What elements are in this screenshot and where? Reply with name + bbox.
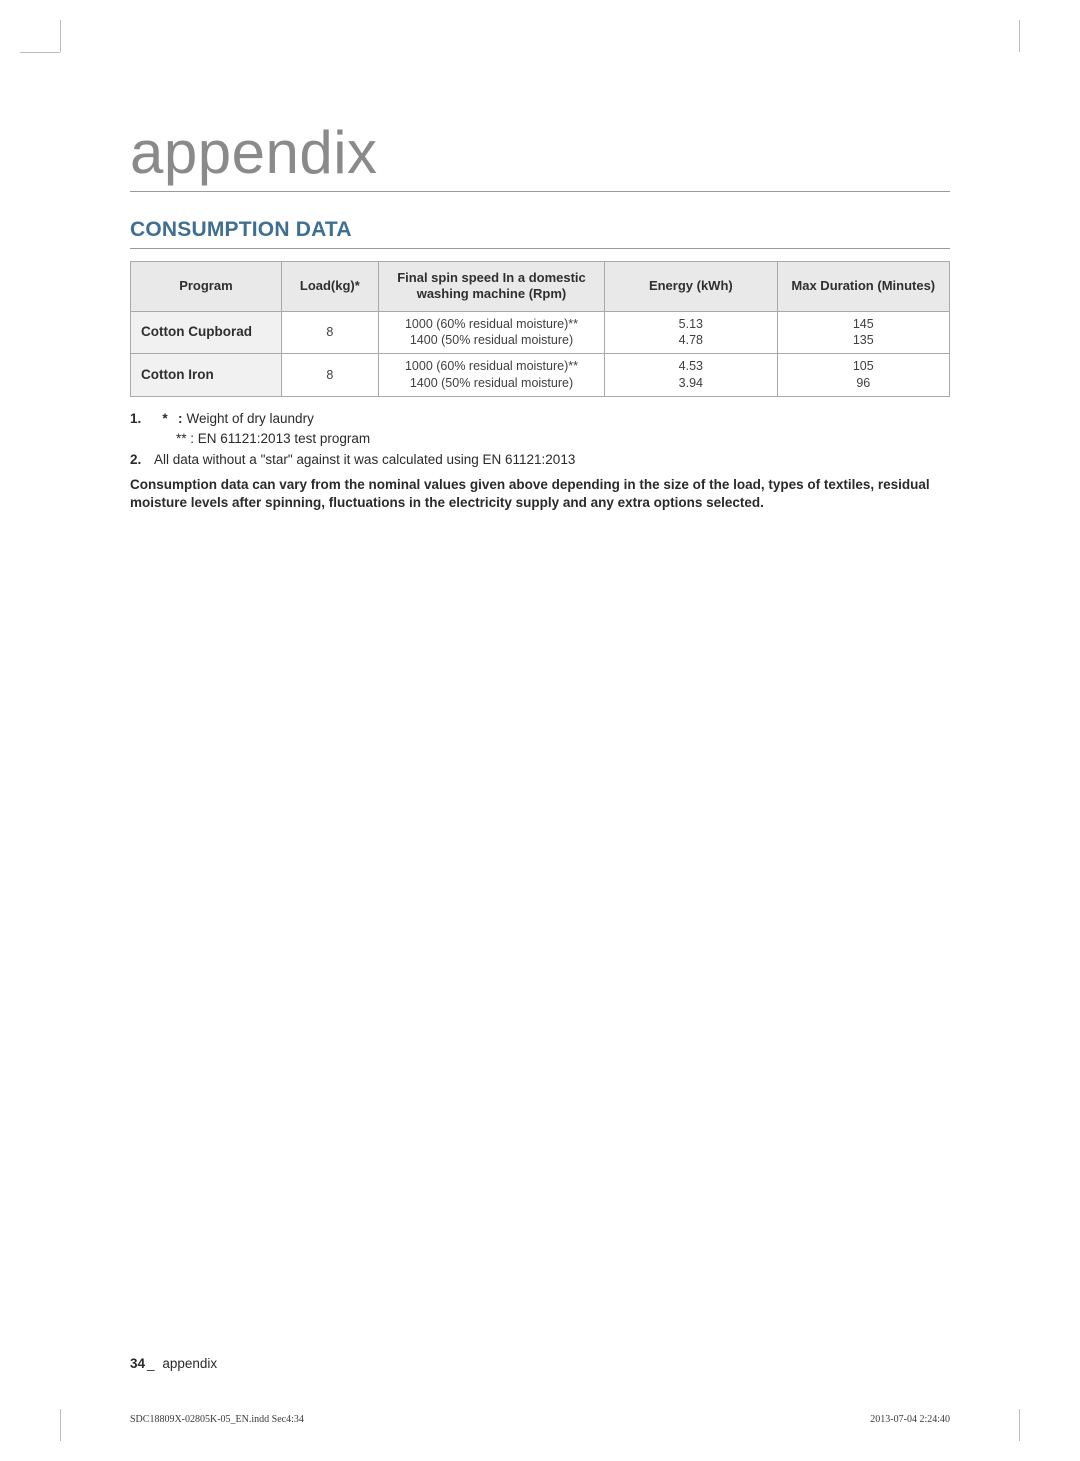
print-file: SDC18809X-02805K-05_EN.indd Sec4:34: [130, 1414, 304, 1425]
disclaimer: Consumption data can vary from the nomin…: [130, 476, 950, 513]
note-1b: ** : EN 61121:2013 test program: [176, 429, 950, 449]
cell-energy: 4.533.94: [605, 354, 777, 397]
cell-duration: 145135: [777, 311, 949, 354]
cell-energy: 5.134.78: [605, 311, 777, 354]
cell-program: Cotton Iron: [131, 354, 282, 397]
col-energy: Energy (kWh): [605, 262, 777, 312]
note-1: 1. * : Weight of dry laundry: [130, 409, 950, 429]
note-2: 2. All data without a "star" against it …: [130, 450, 950, 470]
cell-program: Cotton Cupborad: [131, 311, 282, 354]
crop-mark: [60, 1409, 61, 1441]
col-spin: Final spin speed In a domestic washing m…: [378, 262, 604, 312]
crop-mark: [1019, 1409, 1020, 1441]
cell-load: 8: [281, 311, 378, 354]
crop-mark: [1019, 20, 1020, 52]
cell-spin: 1000 (60% residual moisture)**1400 (50% …: [378, 311, 604, 354]
section-title: CONSUMPTION DATA: [130, 218, 950, 249]
page-number: 34: [130, 1356, 145, 1371]
print-meta: SDC18809X-02805K-05_EN.indd Sec4:34 2013…: [130, 1414, 950, 1425]
col-program: Program: [131, 262, 282, 312]
col-load: Load(kg)*: [281, 262, 378, 312]
table-row: Cotton Cupborad 8 1000 (60% residual moi…: [131, 311, 950, 354]
chapter-title: appendix: [130, 118, 950, 192]
cell-duration: 10596: [777, 354, 949, 397]
page-footer: 34 appendix: [130, 1356, 217, 1371]
page-content: appendix CONSUMPTION DATA Program Load(k…: [130, 118, 950, 513]
cell-load: 8: [281, 354, 378, 397]
table-header-row: Program Load(kg)* Final spin speed In a …: [131, 262, 950, 312]
consumption-table: Program Load(kg)* Final spin speed In a …: [130, 261, 950, 397]
table-notes: 1. * : Weight of dry laundry ** : EN 611…: [130, 409, 950, 513]
print-datetime: 2013-07-04 2:24:40: [870, 1414, 950, 1425]
table-row: Cotton Iron 8 1000 (60% residual moistur…: [131, 354, 950, 397]
cell-spin: 1000 (60% residual moisture)**1400 (50% …: [378, 354, 604, 397]
footer-section: appendix: [162, 1356, 217, 1371]
crop-mark: [60, 20, 61, 52]
col-duration: Max Duration (Minutes): [777, 262, 949, 312]
